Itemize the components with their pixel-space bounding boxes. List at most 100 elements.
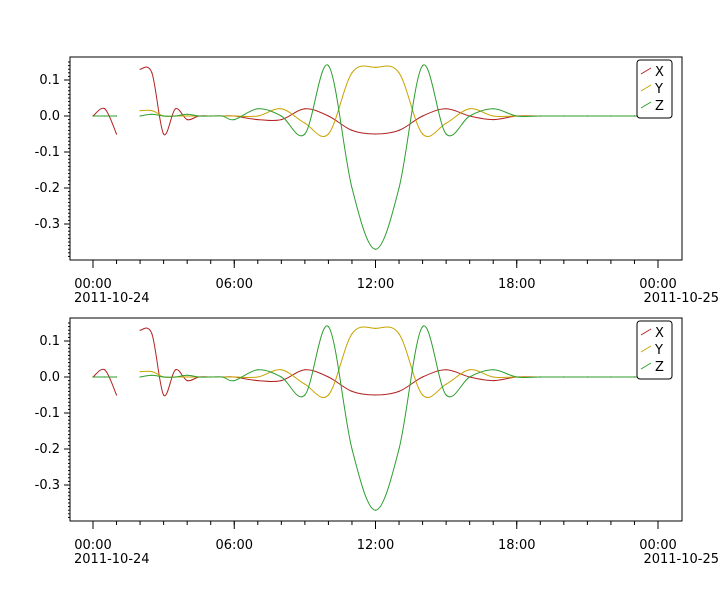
data-point-y: [304, 122, 306, 124]
data-point-x: [304, 369, 306, 371]
data-point-y: [233, 376, 235, 378]
data-point-y: [139, 371, 141, 373]
data-point-z: [92, 115, 94, 117]
data-point-z: [151, 374, 153, 376]
data-point-z: [351, 187, 353, 189]
data-point-z: [539, 115, 541, 117]
data-point-z: [327, 326, 329, 328]
data-point-y: [469, 108, 471, 110]
data-point-z: [280, 115, 282, 117]
x-tick-date-label: 2011-10-24: [74, 552, 150, 567]
data-point-y: [422, 394, 424, 396]
legend-swatch-y: [640, 345, 652, 353]
data-point-y: [469, 369, 471, 371]
data-point-z: [422, 65, 424, 67]
legend-swatch-x: [640, 328, 652, 336]
data-point-y: [398, 72, 400, 74]
y-tick-label: 0.1: [39, 73, 60, 88]
data-point-z: [516, 376, 518, 378]
data-point-z: [104, 115, 106, 117]
data-point-x: [115, 394, 118, 396]
data-point-x: [163, 394, 165, 396]
data-point-z: [210, 115, 212, 117]
data-point-x: [351, 129, 353, 131]
data-point-x: [280, 119, 282, 121]
y-tick-label: -0.1: [35, 145, 60, 160]
x-tick-time-label: 12:00: [357, 277, 394, 292]
data-point-x: [151, 72, 153, 74]
data-point-x: [422, 376, 424, 378]
data-point-y: [374, 66, 377, 68]
data-point-y: [280, 369, 282, 371]
x-tick-time-label: 00:00: [74, 277, 111, 292]
data-point-x: [398, 129, 400, 131]
data-point-z: [516, 115, 518, 117]
plot-frame: [69, 317, 683, 522]
data-point-z: [92, 376, 94, 378]
data-point-z: [104, 376, 106, 378]
data-point-x: [186, 380, 188, 382]
data-point-x: [374, 394, 377, 396]
data-point-z: [374, 248, 377, 250]
data-point-z: [198, 115, 200, 117]
data-point-x: [398, 390, 400, 392]
y-tick-label: -0.3: [35, 478, 60, 493]
x-tick-time-label: 18:00: [498, 277, 535, 292]
data-point-z: [469, 115, 471, 117]
data-point-z: [257, 108, 259, 110]
data-point-z: [115, 115, 118, 117]
legend-label-x: X: [655, 65, 664, 80]
data-point-z: [445, 133, 447, 135]
legend-swatch-z: [640, 101, 652, 109]
data-point-y: [304, 383, 306, 385]
data-point-z: [233, 119, 235, 121]
data-point-z: [422, 326, 424, 328]
legend: XYZ: [636, 59, 673, 119]
data-point-z: [492, 108, 494, 110]
data-point-y: [327, 133, 329, 135]
data-point-x: [104, 108, 106, 110]
data-point-z: [174, 115, 176, 117]
data-point-z: [257, 369, 259, 371]
data-point-x: [304, 108, 306, 110]
data-point-x: [280, 380, 282, 382]
data-point-x: [374, 133, 377, 135]
data-point-z: [163, 376, 165, 378]
x-tick-date-label: 2011-10-25: [643, 552, 719, 567]
legend-swatch-x: [640, 67, 652, 75]
y-tick-label: 0.0: [39, 370, 60, 385]
data-point-z: [351, 448, 353, 450]
data-point-z: [539, 376, 541, 378]
data-point-y: [186, 115, 188, 117]
data-point-y: [233, 115, 235, 117]
x-tick-time-label: 12:00: [357, 538, 394, 553]
y-tick-label: -0.3: [35, 217, 60, 232]
data-point-x: [422, 115, 424, 117]
legend-box: [636, 320, 673, 380]
data-point-y: [139, 110, 141, 112]
legend-label-y: Y: [654, 343, 663, 358]
legend-box: [636, 59, 673, 119]
legend-swatch-y: [640, 84, 652, 92]
x-tick-time-label: 18:00: [498, 538, 535, 553]
x-tick-time-label: 00:00: [639, 277, 676, 292]
data-point-x: [445, 369, 447, 371]
data-point-x: [257, 119, 259, 121]
data-point-x: [115, 133, 118, 135]
data-point-z: [563, 115, 565, 117]
data-point-x: [492, 380, 494, 382]
data-point-x: [492, 119, 494, 121]
data-point-z: [398, 187, 400, 189]
data-point-y: [492, 376, 494, 378]
data-point-z: [633, 376, 636, 378]
data-point-z: [186, 113, 188, 115]
data-point-x: [163, 133, 165, 135]
plot-frame: [69, 56, 683, 261]
data-point-x: [139, 329, 141, 331]
data-point-z: [445, 394, 447, 396]
x-tick-date-label: 2011-10-25: [643, 291, 719, 306]
data-point-y: [257, 376, 259, 378]
data-point-z: [469, 376, 471, 378]
data-point-z: [186, 374, 188, 376]
